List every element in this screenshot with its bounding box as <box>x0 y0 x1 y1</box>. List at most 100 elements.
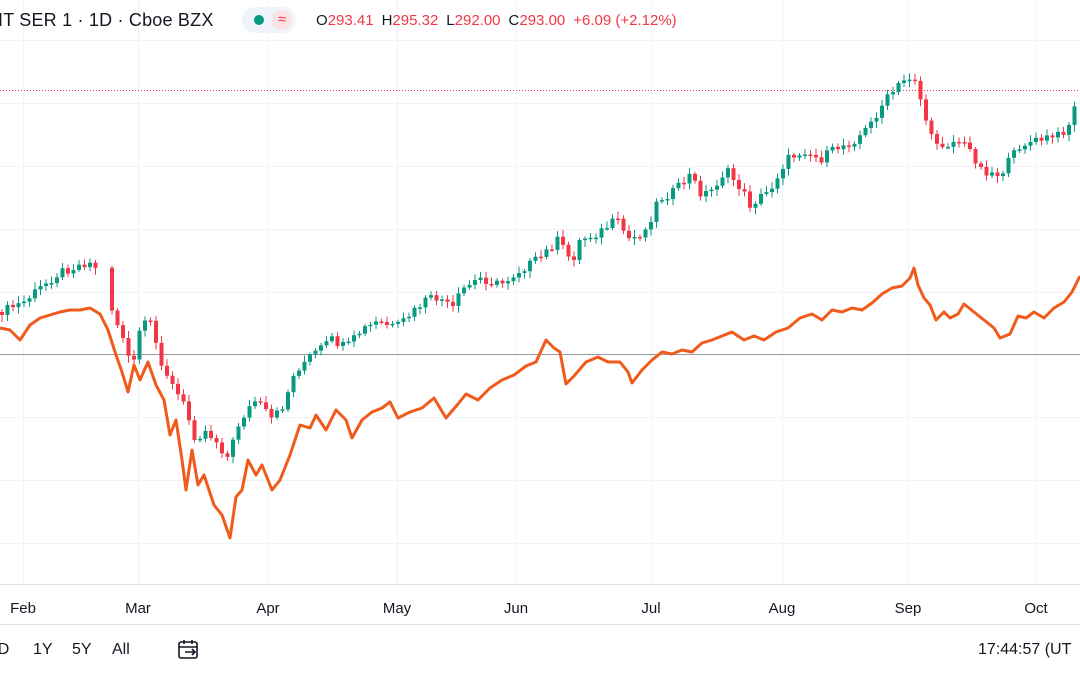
candle-body <box>269 409 274 418</box>
calendar-range-icon[interactable] <box>176 638 202 667</box>
candle-body <box>473 280 477 285</box>
candle <box>418 303 422 315</box>
candle <box>286 389 290 412</box>
candle <box>918 76 923 107</box>
candle <box>995 168 1000 183</box>
low-label: L <box>446 12 455 29</box>
candle <box>588 233 593 242</box>
candle <box>352 330 356 347</box>
candle <box>368 321 373 332</box>
approx-icon: ≈ <box>272 10 292 30</box>
candle <box>869 117 873 134</box>
candle <box>649 216 653 236</box>
candle-body <box>418 307 422 309</box>
candle <box>616 211 620 225</box>
time-axis: Feb Mar Apr May Jun Jul Aug Sep Oct <box>0 584 1080 617</box>
time-axis-label: Apr <box>256 600 279 617</box>
candle-body <box>385 321 389 326</box>
candle <box>407 312 411 323</box>
candle <box>929 117 934 140</box>
candle-body <box>924 99 928 121</box>
candle-body <box>913 79 917 82</box>
candle-body <box>918 80 923 100</box>
candle-body <box>594 237 598 240</box>
candle <box>984 160 989 181</box>
candle-body <box>82 264 87 268</box>
candle-body <box>247 406 252 418</box>
range-td-button[interactable]: TD <box>0 641 10 658</box>
candle <box>126 331 131 363</box>
candle-body <box>363 326 367 334</box>
candle-body <box>71 270 76 274</box>
candle <box>704 184 708 203</box>
range-5y-button[interactable]: 5Y <box>72 641 92 658</box>
candle <box>5 301 10 322</box>
candle-body <box>814 154 818 158</box>
chart-area[interactable]: Feb Mar Apr May Jun Jul Aug Sep Oct <box>0 0 1080 624</box>
candle <box>528 257 532 278</box>
candle-body <box>698 180 703 197</box>
close-label: C <box>508 12 520 29</box>
candle-body <box>154 320 158 343</box>
time-axis-label: Jun <box>504 600 528 617</box>
candle-body <box>726 168 730 178</box>
candle <box>1045 129 1049 145</box>
candle-body <box>440 299 444 301</box>
candle <box>434 290 439 306</box>
time-axis-label: Sep <box>895 600 922 617</box>
candle <box>841 138 846 155</box>
candle <box>819 150 824 165</box>
candle-body <box>44 283 48 287</box>
candle <box>863 125 868 138</box>
candle-body <box>187 401 191 421</box>
candle <box>572 251 576 267</box>
candle <box>550 244 554 253</box>
candle-body <box>1028 141 1033 146</box>
candle <box>913 73 917 85</box>
candle-body <box>748 191 752 208</box>
candle-body <box>137 330 142 360</box>
high-value: 295.32 <box>392 12 439 29</box>
candle-body <box>660 200 664 202</box>
candle <box>115 307 120 329</box>
candle-body <box>368 324 373 327</box>
candle-body <box>984 166 989 176</box>
high-label: H <box>381 12 393 29</box>
candle-body <box>1072 106 1077 125</box>
candle <box>225 450 230 461</box>
candle-body <box>786 154 791 169</box>
candle-body <box>302 361 307 371</box>
candle-body <box>544 249 549 257</box>
candle <box>231 437 235 464</box>
candle <box>198 435 202 443</box>
open-value: 293.41 <box>327 12 374 29</box>
candle-body <box>649 221 653 230</box>
candle <box>236 422 241 444</box>
candle-body <box>203 430 208 439</box>
candle-body <box>577 239 582 261</box>
ohlc-values: O293.41 H295.32 L292.00 C293.00 +6.09 (+2.12… <box>316 12 677 29</box>
candle <box>1034 132 1038 145</box>
candle <box>808 149 813 162</box>
range-1y-button[interactable]: 1Y <box>33 641 53 658</box>
candle-body <box>220 442 224 454</box>
candle <box>533 252 538 264</box>
candle-body <box>874 117 879 122</box>
time-axis-label: May <box>383 600 412 617</box>
symbol-title[interactable]: IT SER 1 · 1D · Cboe BZX <box>0 10 214 30</box>
candle-body <box>957 141 961 144</box>
candle <box>517 266 521 283</box>
range-all-button[interactable]: All <box>112 641 130 658</box>
status-pill[interactable]: ≈ <box>242 7 296 33</box>
candle <box>825 145 829 168</box>
candle <box>170 371 175 390</box>
candle <box>665 192 670 205</box>
candle <box>82 259 87 270</box>
candle <box>874 112 879 128</box>
candle-body <box>110 267 114 311</box>
candle-body <box>858 135 862 144</box>
candle-body <box>797 155 802 158</box>
candle-body <box>159 342 164 366</box>
candle <box>726 165 730 184</box>
candle <box>902 74 906 87</box>
